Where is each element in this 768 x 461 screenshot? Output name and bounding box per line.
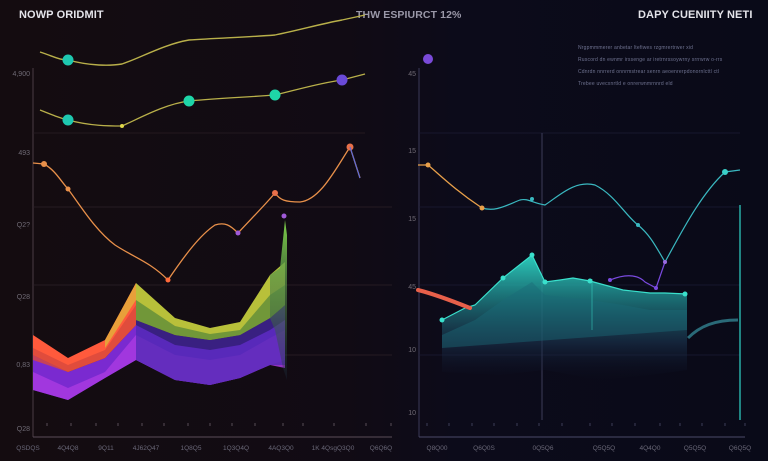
left-y-tick: Q28 [16, 426, 30, 433]
left-y-tick: Q2? [16, 222, 30, 229]
legend-item: Ruscord dn ewnmr irssenge ar iretrnrssoy… [578, 57, 723, 63]
left-x-tick: Q6Q6Q [369, 445, 393, 452]
left-y-tick: 0,83 [16, 362, 30, 369]
right-x-tick: Q8Q00 [426, 445, 448, 452]
left-y-tick: Q28 [16, 294, 30, 301]
right-y-tick: 45 [408, 284, 416, 291]
left-top-line [39, 14, 366, 66]
right-y-tick: 45 [408, 71, 416, 78]
left-x-tick: 4Q4Q8 [57, 445, 79, 452]
purple-legend-stub [423, 54, 490, 64]
right-teal-area [439, 252, 688, 380]
legend-item: Nrgpmmmerer anbetar ltefiwes rzgmrertrwe… [578, 45, 694, 51]
left-x-tick: QSDQS [16, 445, 40, 452]
right-x-tick: 0Q5Q6 [532, 445, 554, 452]
legend-item: Cdnrdn nnrrerd onnrmstrear senrn aeoenre… [578, 69, 720, 75]
center-title: THW ESPIURCT 12% [356, 9, 462, 21]
left-x-tick: 1Q3Q4Q [222, 445, 250, 452]
left-x-tick: 4AQ3Q0 [268, 445, 294, 452]
left-x-tick: 4J62Q47 [132, 445, 160, 452]
right-y-tick: 15 [408, 216, 416, 223]
left-panel-title: NOWP ORIDMIT [19, 9, 104, 21]
left-orange-line [32, 143, 361, 283]
right-x-tick: Q5Q5Q [592, 445, 616, 452]
right-chart-grid [418, 68, 746, 438]
left-y-tick: 4,900 [12, 71, 30, 78]
left-x-tick: 1Q8Q5 [180, 445, 202, 452]
right-x-tick: Q6Q0S [473, 445, 495, 452]
right-panel-title: DAPY CUENIITY NETI [638, 9, 753, 21]
left-top-markers [39, 73, 366, 128]
right-x-tick: 4Q4Q0 [639, 445, 661, 452]
violet-curve [609, 261, 666, 289]
teal-tail [686, 318, 739, 340]
right-y-tick: 10 [408, 410, 416, 417]
left-stacked-area [33, 220, 287, 400]
right-top-line [418, 162, 741, 264]
right-x-tick: Q5Q5Q [683, 445, 707, 452]
legend-item: Trebee uvecxnrtld e onrerwnmrnnrd eld [578, 81, 673, 87]
left-y-tick: 493 [18, 150, 30, 157]
left-x-tick: 1K 4QsgQ3Q0 [311, 445, 355, 452]
right-y-tick: 15 [408, 148, 416, 155]
right-x-tick: Q6Q5Q [728, 445, 752, 452]
red-segment [416, 288, 472, 310]
left-x-tick: 9Q11 [98, 445, 114, 452]
right-y-tick: 10 [408, 347, 416, 354]
teal-marker [62, 54, 74, 66]
